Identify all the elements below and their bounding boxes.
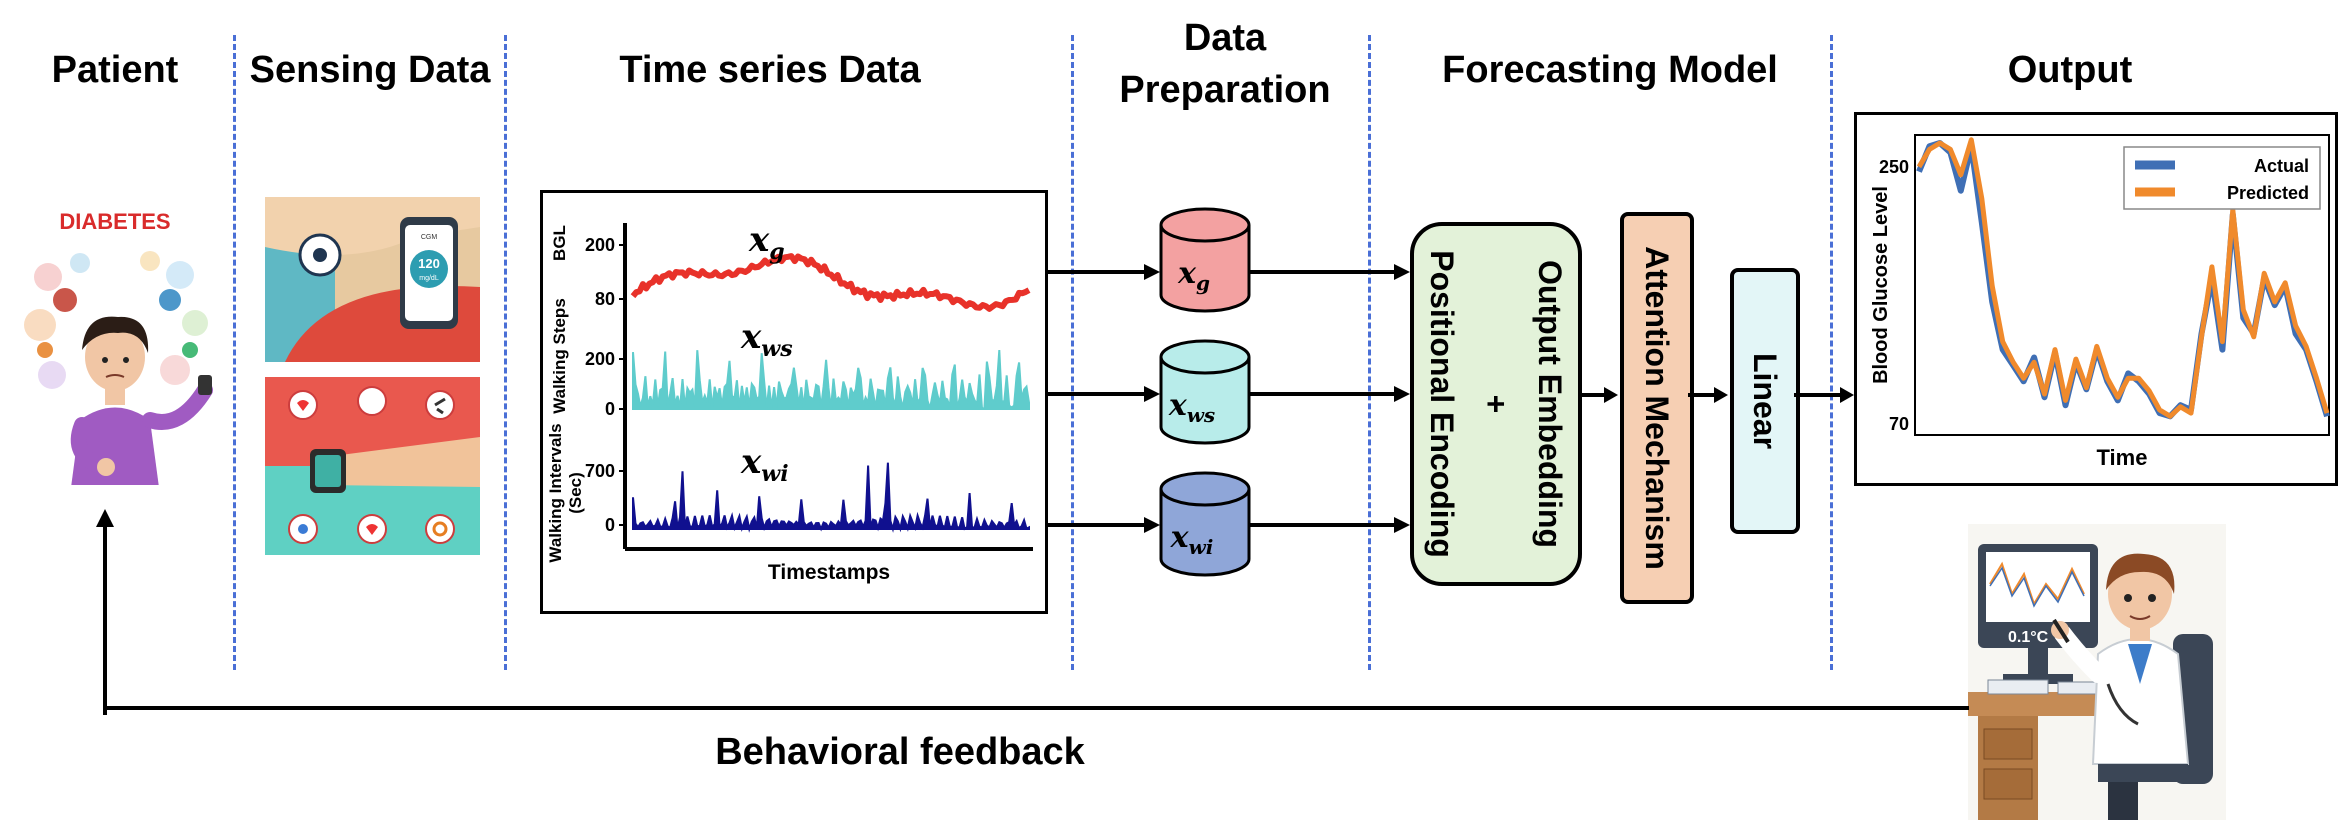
header-sensing-data: Sensing Data <box>249 49 491 91</box>
separator-3 <box>1071 35 1074 670</box>
cgm-sensor-image: 120 mg/dL CGM <box>265 197 480 362</box>
header-data-preparation: Data Preparation <box>1090 12 1360 116</box>
ts-var-xws: xws <box>740 317 793 362</box>
bgl-series-line <box>630 253 1031 312</box>
cylinder-xws: xws <box>1159 339 1251 445</box>
svg-text:xg: xg <box>1177 256 1210 295</box>
ts-tick-steps-0: 0 <box>605 399 615 419</box>
svg-text:xwi: xwi <box>1170 520 1214 559</box>
output-chart: Blood Glucose Level Time 250 70 Actual P… <box>1870 134 2330 470</box>
embedding-line1: Output Embedding <box>1532 260 1568 548</box>
ts-ylabel-bgl: BGL <box>550 225 569 261</box>
header-output: Output <box>2007 49 2133 91</box>
patient-illustration: DIABETES <box>10 205 220 485</box>
embedding-block: Output Embedding + Positional Encoding <box>1410 222 1582 586</box>
phone-cgm-label: CGM <box>421 234 438 241</box>
ts-tick-bgl-80: 80 <box>595 289 615 309</box>
data-cylinders: xg xws xwi <box>1159 207 1251 577</box>
ts-ylabel-intervals-1: Walking Intervals <box>546 423 565 562</box>
header-data-preparation-line2: Preparation <box>1119 69 1331 111</box>
separator-2 <box>504 35 507 670</box>
output-legend: Actual Predicted <box>2123 146 2321 210</box>
ts-tick-intervals-0: 0 <box>605 515 615 535</box>
feedback-line-bottom <box>103 706 1969 710</box>
cylinder-xg: xg <box>1159 207 1251 313</box>
doctor-illustration: 0.1°C <box>1968 524 2226 820</box>
ts-var-xwi: xwi <box>740 442 789 487</box>
linear-block: Linear <box>1730 268 1800 534</box>
header-time-series-data: Time series Data <box>619 49 921 91</box>
ts-var-xg: xg <box>748 220 785 265</box>
separator-1 <box>233 35 236 670</box>
doctor-figure-icon: 0.1°C <box>1968 524 2226 820</box>
separator-5 <box>1830 35 1833 670</box>
separator-4 <box>1368 35 1371 670</box>
output-xlabel: Time <box>2097 445 2148 470</box>
output-ylabel: Blood Glucose Level <box>1870 186 1892 384</box>
header-data-preparation-line1: Data <box>1183 17 1267 59</box>
prep-arrows <box>1045 264 1410 533</box>
embedding-line2: + <box>1478 394 1514 414</box>
diabetes-badge: DIABETES <box>59 209 171 234</box>
cylinder-xwi: xwi <box>1159 471 1251 577</box>
patient-figure-icon <box>24 251 213 485</box>
legend-actual-label: Actual <box>2254 156 2309 176</box>
time-series-panel: BGL Walking Steps Walking Intervals (Sec… <box>540 190 1048 614</box>
header-forecasting-model: Forecasting Model <box>1442 49 1778 91</box>
ts-ylabel-intervals-2: (Sec) <box>566 472 585 514</box>
output-ytick-70: 70 <box>1889 414 1909 434</box>
phone-unit: mg/dL <box>419 275 439 282</box>
ts-tick-intervals-700: 700 <box>585 461 615 481</box>
output-ytick-250: 250 <box>1879 157 1909 177</box>
ts-tick-steps-200: 200 <box>585 349 615 369</box>
embedding-line3: Positional Encoding <box>1424 250 1460 558</box>
output-series-predicted <box>1916 137 2330 419</box>
walking-steps-series-area <box>632 350 1030 410</box>
output-chart-panel: Blood Glucose Level Time 250 70 Actual P… <box>1854 112 2338 486</box>
ts-tick-bgl-200: 200 <box>585 235 615 255</box>
feedback-arrow-up <box>96 509 114 715</box>
doctor-screen-reading: 0.1°C <box>2008 629 2049 646</box>
model-arrows <box>1578 387 1854 403</box>
behavioral-feedback-label: Behavioral feedback <box>715 731 1085 773</box>
header-patient: Patient <box>51 49 179 91</box>
walking-intervals-series-area <box>632 462 1030 533</box>
ts-ylabel-steps: Walking Steps <box>550 298 569 414</box>
output-plot-frame <box>1914 134 2330 436</box>
phone-reading: 120 <box>418 256 440 271</box>
smartwatch-activity-image <box>265 377 480 555</box>
ts-xlabel: Timestamps <box>768 561 890 584</box>
legend-predicted-label: Predicted <box>2227 183 2309 203</box>
svg-text:xws: xws <box>1168 388 1215 427</box>
attention-block: Attention Mechanism <box>1620 212 1694 604</box>
